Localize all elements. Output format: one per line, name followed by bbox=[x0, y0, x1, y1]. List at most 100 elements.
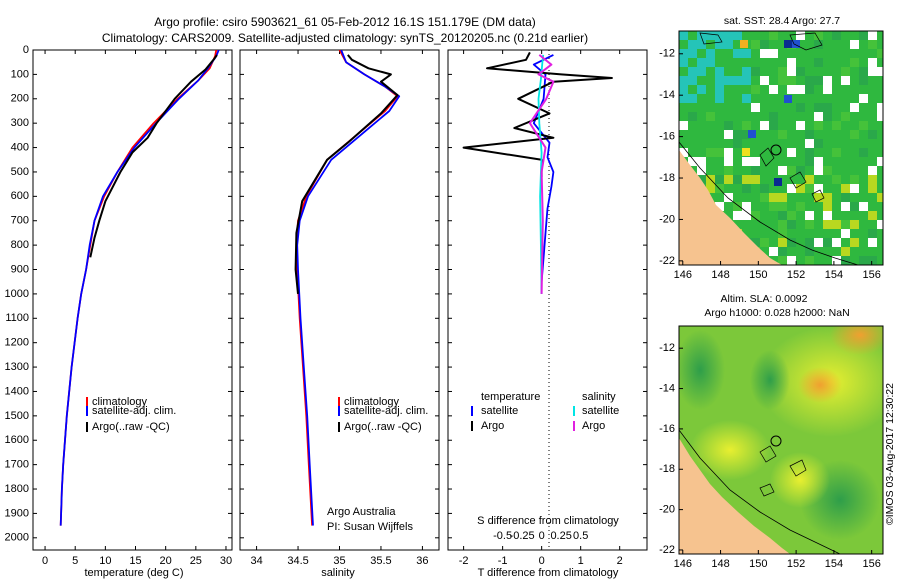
salinity-panel: 34 34.5 35 35.5 36 climatology satellite-adj… bbox=[239, 49, 440, 579]
sst-cell bbox=[868, 229, 877, 238]
y-tick-label: 400 bbox=[11, 141, 29, 153]
s-difference-label: S difference from climatology bbox=[477, 515, 619, 527]
sst-cell bbox=[868, 31, 877, 40]
sst-cell bbox=[733, 76, 742, 85]
sst-cell bbox=[715, 94, 724, 103]
sst-cell bbox=[733, 130, 742, 139]
difference-panel: -2 -1 0 1 2 -0.5-0.25 0 0.25 0.5 temperature sat… bbox=[447, 49, 648, 579]
sst-cell bbox=[850, 103, 859, 112]
sst-cell bbox=[697, 166, 706, 175]
legend-satellite-label: satellite-adj. clim. bbox=[92, 405, 176, 417]
sla-map-title2: Argo h1000: 0.028 h2000: NaN bbox=[704, 307, 849, 319]
legend-temperature-title: temperature bbox=[481, 391, 540, 403]
sst-cell bbox=[724, 166, 733, 175]
sst-cell bbox=[868, 175, 877, 184]
sst-cell bbox=[742, 121, 751, 130]
y-tick-label: 1100 bbox=[5, 312, 29, 324]
argo-australia-annotation: Argo Australia bbox=[327, 506, 396, 518]
reef-outlines bbox=[759, 445, 807, 497]
sst-cell bbox=[832, 238, 841, 247]
x-tick-label: 36 bbox=[416, 555, 428, 567]
sst-cell bbox=[778, 247, 787, 256]
sst-cell bbox=[805, 184, 814, 193]
y-tick-label: 900 bbox=[11, 263, 29, 275]
sst-cell bbox=[832, 175, 841, 184]
argo-position-marker bbox=[770, 144, 782, 156]
sst-cell bbox=[679, 49, 688, 58]
sst-cell bbox=[823, 238, 832, 247]
sst-cell bbox=[733, 49, 742, 58]
sst-cell bbox=[823, 211, 832, 220]
sst-cell bbox=[706, 58, 715, 67]
sla-map-frame bbox=[678, 325, 884, 555]
sst-cell bbox=[850, 40, 859, 49]
sst-cell bbox=[679, 85, 688, 94]
map-y-tick-label: -12 bbox=[659, 48, 675, 60]
sst-cell bbox=[859, 202, 868, 211]
sst-cell bbox=[796, 103, 805, 112]
sst-cell bbox=[724, 40, 733, 49]
sst-cell bbox=[877, 112, 883, 121]
sst-cell bbox=[724, 157, 733, 166]
sla-anomaly-high bbox=[690, 420, 770, 480]
y-tick-label: 2000 bbox=[5, 532, 29, 544]
sst-cell bbox=[814, 166, 823, 175]
sst-cell bbox=[814, 238, 823, 247]
map-y-tick-label: -18 bbox=[659, 463, 675, 475]
y-tick-label: 200 bbox=[11, 93, 29, 105]
x2-tick-label: -0.5 bbox=[493, 530, 512, 542]
pi-annotation: PI: Susan Wijffels bbox=[327, 521, 413, 533]
sst-cell bbox=[715, 85, 724, 94]
x2-tick-label: -0.25 bbox=[510, 530, 535, 542]
sst-cell bbox=[868, 130, 877, 139]
sst-cell bbox=[814, 112, 823, 121]
sst-cell bbox=[823, 112, 832, 121]
sst-cell bbox=[769, 49, 778, 58]
sst-cell bbox=[868, 184, 877, 193]
map-x-tick-label: 152 bbox=[787, 269, 805, 281]
sst-cell bbox=[688, 112, 697, 121]
sst-cell bbox=[688, 40, 697, 49]
sst-cell bbox=[877, 193, 883, 202]
sst-cell bbox=[751, 166, 760, 175]
x-tick-label: 30 bbox=[220, 555, 232, 567]
sst-cell bbox=[778, 166, 787, 175]
sst-cell bbox=[724, 121, 733, 130]
sla-anomaly-high bbox=[770, 452, 830, 508]
sst-cell bbox=[796, 166, 805, 175]
x-tick-label: 5 bbox=[72, 555, 78, 567]
sst-cell bbox=[792, 40, 800, 48]
sst-cell bbox=[805, 157, 814, 166]
sst-cell bbox=[850, 58, 859, 67]
y-tick-label: 0 bbox=[23, 44, 29, 56]
land-mass bbox=[679, 438, 790, 554]
sst-cell bbox=[724, 175, 733, 184]
sst-cell bbox=[742, 94, 751, 103]
map-x-tick-label: 156 bbox=[862, 269, 880, 281]
sst-cell bbox=[787, 58, 796, 67]
sst-cell bbox=[868, 40, 877, 49]
y-tick-label: 800 bbox=[11, 239, 29, 251]
sst-cell bbox=[769, 193, 778, 202]
sst-cell bbox=[742, 184, 751, 193]
sst-cell bbox=[733, 211, 742, 220]
sst-cell bbox=[868, 211, 877, 220]
sst-cell bbox=[823, 220, 832, 229]
sst-cell bbox=[688, 76, 697, 85]
legend-climatology-label: climatology bbox=[344, 396, 400, 408]
sst-cell bbox=[814, 139, 823, 148]
temperature-legend: climatology satellite-adj. clim. Argo(..… bbox=[86, 396, 176, 433]
sst-cell bbox=[868, 67, 877, 76]
map-y-tick-label: -22 bbox=[659, 544, 675, 556]
x-tick-label: 25 bbox=[190, 555, 202, 567]
map-y-tick-label: -22 bbox=[659, 255, 675, 267]
sst-cell bbox=[751, 40, 760, 49]
y-tick-label: 1600 bbox=[5, 434, 29, 446]
map-x-tick-label: 148 bbox=[711, 558, 729, 570]
sst-cell bbox=[787, 67, 796, 76]
y-tick-label: 500 bbox=[11, 166, 29, 178]
sst-cell bbox=[751, 211, 760, 220]
sst-cell bbox=[805, 247, 814, 256]
legend-s-argo-label: Argo bbox=[582, 420, 605, 432]
y-tick-label: 100 bbox=[11, 68, 29, 80]
